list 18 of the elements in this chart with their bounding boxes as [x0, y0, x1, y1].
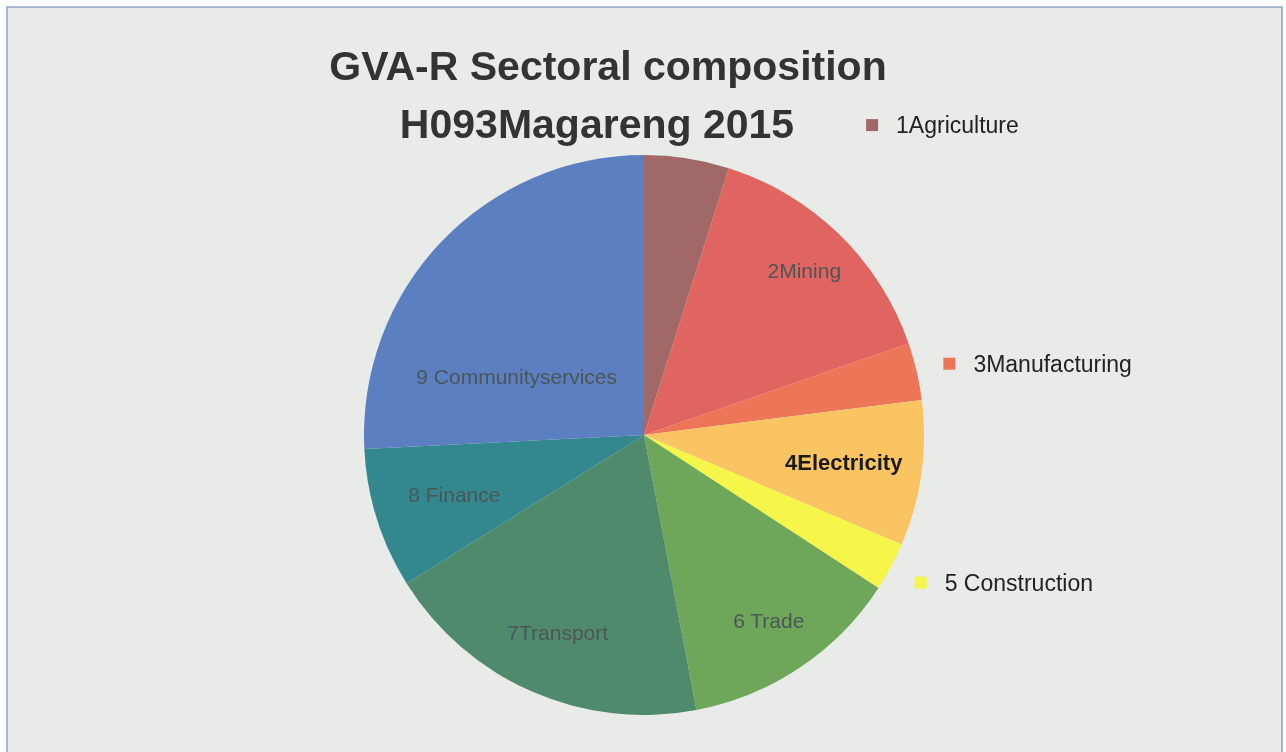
- slice-label: 2Mining: [767, 258, 842, 282]
- pie-slice: [644, 343, 922, 435]
- pie-slice: [644, 155, 729, 435]
- slice-label: 9 Communityservices: [416, 365, 618, 389]
- slice-label: 8 Finance: [408, 483, 501, 506]
- chart-title: GVA-R Sectoral composition: [329, 43, 887, 89]
- pie-slice: [644, 435, 902, 588]
- legend-label: 1Agriculture: [896, 112, 1019, 139]
- pie-slice: [406, 435, 697, 715]
- pie-slice: [364, 435, 644, 584]
- pie-slice: [364, 155, 644, 450]
- slice-label: 6 Trade: [733, 609, 805, 633]
- chart-subtitle: H093Magareng 2015: [399, 101, 795, 147]
- slice-label: 4Electricity: [784, 450, 904, 476]
- legend-label: 5 Construction: [944, 569, 1093, 596]
- pie-slice: [644, 168, 909, 435]
- pie-slice: [644, 399, 924, 545]
- legend-label: 3Manufacturing: [973, 350, 1132, 377]
